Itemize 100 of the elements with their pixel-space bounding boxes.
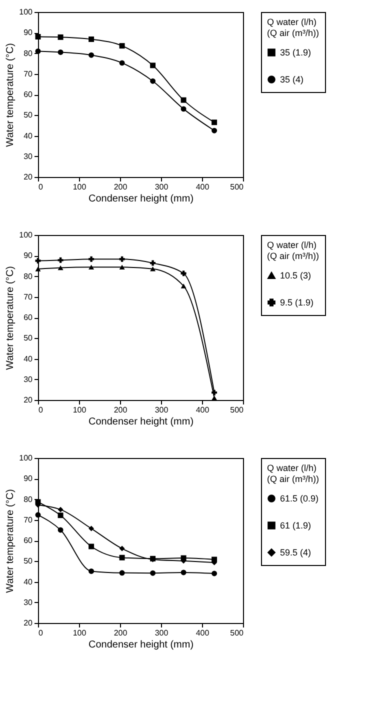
y-tick-label: 80 — [24, 494, 34, 504]
point — [212, 390, 218, 396]
y-tick-label: 60 — [24, 90, 34, 99]
point — [58, 512, 64, 518]
x-tick-label: 0 — [38, 628, 44, 638]
point — [119, 43, 125, 49]
point — [35, 258, 41, 264]
x-tick-label: 300 — [154, 406, 169, 414]
x-tick-label: 0 — [38, 406, 44, 414]
point — [180, 97, 186, 103]
y-tick-label: 100 — [19, 8, 34, 16]
point — [212, 120, 218, 126]
point — [212, 128, 218, 134]
y-tick-label: 100 — [19, 230, 34, 240]
legend-label: 9.5 (1.9) — [280, 298, 314, 308]
point — [180, 570, 186, 576]
point — [150, 260, 156, 266]
point — [88, 264, 94, 270]
y-tick-label: 50 — [24, 556, 34, 566]
y-tick-label: 60 — [24, 536, 34, 545]
y-tick-label: 40 — [24, 131, 34, 140]
y-tick-label: 20 — [24, 396, 34, 404]
y-tick-label: 50 — [24, 334, 34, 343]
y-tick-label: 20 — [24, 172, 34, 182]
point — [119, 554, 125, 560]
point — [58, 527, 64, 533]
x-tick-label: 400 — [196, 406, 210, 414]
point — [150, 62, 156, 68]
legend-label: 35 (1.9) — [280, 48, 312, 58]
y-tick-label: 50 — [24, 110, 34, 120]
y-axis-title: Water temperature (°C) — [5, 43, 16, 147]
x-tick-label: 100 — [72, 182, 87, 192]
point — [119, 60, 125, 66]
y-tick-label: 90 — [24, 474, 34, 484]
y-tick-label: 30 — [24, 598, 34, 607]
legend-title: Q water (l/h) (Q air (m³/h)) — [267, 463, 319, 484]
point — [88, 526, 94, 532]
y-tick-label: 30 — [24, 374, 34, 384]
y-tick-label: 90 — [24, 251, 34, 260]
y-tick-label: 40 — [24, 354, 34, 364]
y-tick-label: 80 — [24, 272, 34, 281]
x-tick-label: 200 — [114, 182, 128, 192]
y-axis-title: Water temperature (°C) — [5, 266, 16, 370]
point — [150, 570, 156, 576]
x-tick-label: 500 — [230, 406, 244, 414]
legend-title: Q water (l/h) (Q air (m³/h)) — [267, 17, 319, 38]
x-tick-label: 0 — [38, 182, 44, 192]
point — [212, 396, 218, 400]
point — [88, 568, 94, 574]
point — [119, 264, 125, 270]
y-tick-label: 100 — [19, 454, 34, 462]
point — [88, 36, 94, 42]
y-tick-label: 30 — [24, 152, 34, 161]
y-tick-label: 40 — [24, 577, 34, 586]
point — [88, 52, 94, 58]
x-axis-title: Condenser height (mm) — [88, 416, 194, 428]
y-tick-label: 90 — [24, 28, 34, 38]
legend-title: Q water (l/h) (Q air (m³/h)) — [267, 240, 319, 261]
legend-label: 61.5 (0.9) — [280, 494, 319, 504]
x-tick-label: 400 — [196, 182, 210, 192]
point — [58, 49, 64, 55]
point — [180, 270, 186, 276]
point — [150, 78, 156, 84]
point — [58, 257, 64, 263]
x-tick-label: 500 — [230, 628, 244, 638]
point — [180, 284, 186, 288]
x-tick-label: 100 — [72, 406, 87, 414]
x-tick-label: 300 — [154, 628, 169, 638]
point — [35, 266, 41, 272]
legend-label: 59.5 (4) — [280, 548, 312, 558]
point — [35, 512, 41, 518]
x-tick-label: 100 — [72, 628, 87, 638]
y-axis-title: Water temperature (°C) — [5, 489, 16, 593]
x-tick-label: 500 — [230, 182, 244, 192]
x-axis-title: Condenser height (mm) — [88, 194, 194, 204]
x-tick-label: 300 — [154, 182, 169, 192]
legend-label: 10.5 (3) — [280, 270, 312, 280]
legend-label: 61 (1.9) — [280, 520, 312, 530]
point — [58, 34, 64, 40]
point — [119, 570, 125, 576]
y-tick-label: 70 — [24, 69, 34, 78]
y-tick-label: 70 — [24, 292, 34, 302]
y-tick-label: 80 — [24, 48, 34, 58]
x-tick-label: 200 — [114, 628, 128, 638]
point — [35, 34, 41, 40]
point — [88, 544, 94, 550]
point — [88, 256, 94, 262]
x-tick-label: 400 — [196, 628, 210, 638]
y-tick-label: 70 — [24, 515, 34, 524]
point — [180, 106, 186, 112]
point — [150, 266, 156, 272]
x-axis-title: Condenser height (mm) — [88, 640, 194, 650]
point — [119, 256, 125, 262]
point — [212, 570, 218, 576]
legend-label: 35 (4) — [280, 74, 304, 84]
y-tick-label: 60 — [24, 313, 34, 322]
point — [58, 265, 64, 270]
y-tick-label: 20 — [24, 618, 34, 628]
x-tick-label: 200 — [114, 406, 128, 414]
point — [58, 506, 64, 512]
